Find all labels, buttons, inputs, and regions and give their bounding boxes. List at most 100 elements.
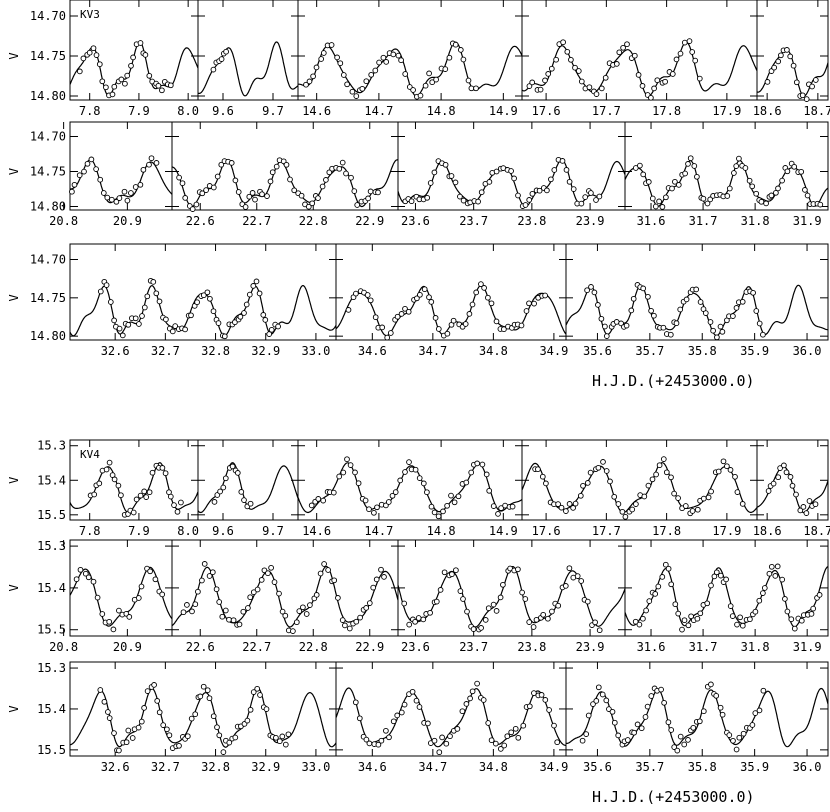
observation-point [240, 608, 247, 615]
observation-point [675, 182, 682, 188]
x-tick-label: 34.6 [358, 760, 387, 774]
observation-point [247, 500, 254, 507]
observation-point [713, 569, 720, 576]
observation-point [137, 492, 144, 499]
observation-point [139, 313, 145, 319]
observation-point [756, 707, 763, 714]
x-tick-label: 33.0 [301, 344, 330, 358]
observation-point [632, 165, 639, 171]
observation-point [153, 290, 160, 297]
observation-point [613, 61, 620, 67]
observation-point [439, 734, 445, 741]
observation-point [739, 501, 746, 507]
observation-point [160, 722, 167, 728]
observation-point [135, 724, 142, 731]
observation-point [343, 170, 349, 177]
observation-point [622, 513, 629, 520]
observation-point [106, 459, 113, 466]
observation-point [111, 730, 117, 736]
observation-point [132, 315, 139, 322]
observation-point [683, 296, 690, 303]
observation-point [519, 589, 525, 596]
observation-point [756, 597, 763, 604]
observation-point [167, 493, 174, 500]
observation-point [791, 163, 798, 170]
observation-point [135, 595, 142, 601]
observation-point [146, 161, 152, 168]
observation-point [253, 278, 260, 285]
observation-point [200, 683, 207, 690]
observation-point [681, 617, 688, 624]
observation-point [810, 605, 817, 612]
sub-panel: 7.8 7.9 8.0 [69, 0, 199, 118]
observation-point [214, 724, 220, 731]
x-tick-label: 35.9 [740, 344, 769, 358]
observation-point [603, 697, 610, 704]
observation-point [682, 503, 689, 509]
observation-point [273, 734, 279, 741]
observation-point [220, 749, 227, 755]
observation-point [651, 312, 657, 319]
observation-point [460, 197, 467, 204]
observation-point [809, 83, 815, 90]
observation-point [658, 686, 664, 693]
observation-point [526, 703, 533, 710]
x-tick-label: 22.8 [299, 640, 328, 654]
observation-point [353, 93, 360, 99]
observation-point [674, 747, 681, 754]
observation-point [427, 609, 433, 616]
observation-point [677, 733, 684, 740]
observation-point [642, 714, 649, 720]
x-tick-label: 22.9 [355, 640, 384, 654]
observation-point [268, 326, 275, 333]
observation-point [226, 739, 233, 746]
observation-point [432, 315, 439, 321]
observation-point [665, 565, 672, 572]
observation-point [591, 289, 598, 296]
y-tick-label: 15.4 [37, 473, 66, 487]
observation-point [779, 576, 786, 583]
observation-point [412, 466, 419, 473]
star-label: KV4 [80, 448, 100, 461]
x-tick-label: 18.7 [803, 104, 830, 118]
observation-point [398, 311, 405, 317]
observation-point [110, 626, 117, 633]
observation-point [254, 586, 261, 593]
observation-point [179, 180, 186, 187]
observation-point [665, 719, 672, 726]
observation-point [128, 62, 134, 69]
observation-point [790, 62, 797, 69]
observation-point [222, 475, 229, 482]
observation-point [125, 321, 132, 328]
observation-point [293, 619, 300, 626]
observation-point [282, 612, 289, 619]
observation-point [662, 561, 669, 568]
sub-panel: 14.6 14.7 14.8 14.9 [291, 440, 523, 538]
observation-point [448, 173, 455, 179]
observation-point [554, 739, 561, 746]
observation-point [389, 492, 396, 499]
observation-point [492, 740, 499, 747]
observation-point [90, 45, 97, 52]
observation-point [125, 727, 132, 734]
x-tick-label: 22.6 [186, 214, 215, 228]
observation-point [574, 573, 581, 579]
x-tick-label: 18.6 [753, 524, 782, 538]
x-tick-label: 22.9 [355, 214, 384, 228]
observation-point [771, 64, 778, 71]
observation-point [366, 506, 372, 513]
observation-point [726, 732, 733, 738]
observation-point [222, 607, 229, 614]
observation-point [103, 84, 109, 91]
observation-point [460, 596, 466, 602]
observation-point [290, 628, 296, 634]
observation-point [353, 290, 359, 297]
observation-point [493, 168, 500, 175]
observation-point [508, 729, 515, 736]
panel-row: 14.70 14.75 14.80 V 20.8 20.9 22.6 22.7 22.8 22.9… [7, 121, 829, 228]
sub-panel: 23.6 23.7 23.8 23.9 [391, 122, 626, 228]
observation-point [653, 471, 659, 478]
observation-point [584, 287, 590, 294]
observation-point [466, 311, 473, 317]
observation-point [595, 302, 601, 308]
